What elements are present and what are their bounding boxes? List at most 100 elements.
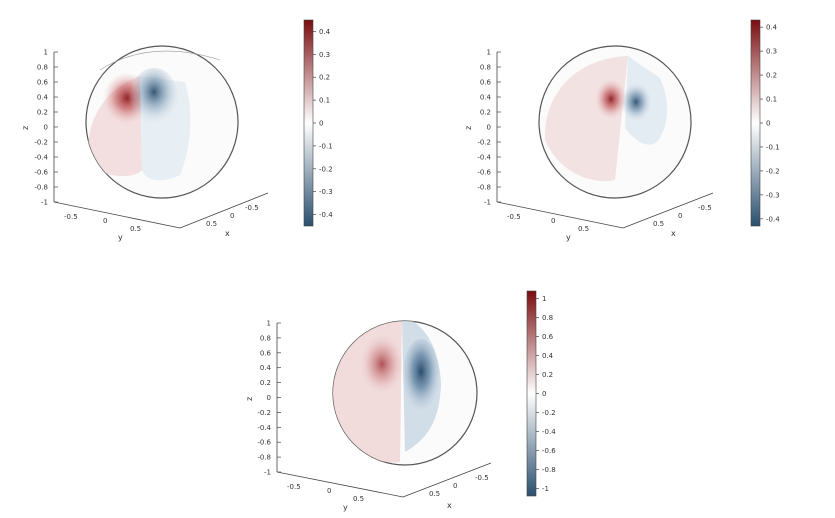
z-tick-label: 0: [44, 124, 48, 132]
sphere-plot-2: -1 -0.8 -0.6 -0.4 -0.2 0 0.2 0.4 0.6 0.8 1 z -0.5 …: [464, 19, 780, 242]
colorbar-tick-label: 0.1: [766, 96, 777, 104]
z-tick-label: 0: [487, 124, 491, 132]
z-axis: -1 -0.8 -0.6 -0.4 -0.2 0 0.2 0.4 0.6 0.8 1 z: [245, 320, 281, 477]
z-tick-label: 0.6: [37, 79, 49, 87]
y-axis-label: y: [343, 503, 348, 512]
colorbar-tick-label: 0.2: [542, 371, 553, 379]
z-tick-label: -1: [41, 199, 48, 207]
colorbar-tick-label: -0.3: [766, 191, 780, 199]
y-tick: 0.5: [353, 495, 364, 503]
x-tick: 0.5: [653, 220, 664, 228]
x-axis: -0.5 0 0.5 x: [179, 192, 269, 238]
sphere-surface: [332, 320, 478, 466]
x-tick: -0.5: [698, 204, 712, 212]
colorbar: 0.4 0.3 0.2 0.1 0 -0.1 -0.2 -0.3 -0.4: [303, 19, 333, 227]
colorbar-tick-label: -0.1: [766, 143, 780, 151]
z-tick-label: -1: [264, 469, 271, 477]
z-tick-label: 0.4: [260, 364, 272, 372]
x-tick: -0.5: [245, 204, 259, 212]
z-tick-label: -0.2: [34, 139, 48, 147]
colorbar-tick-label: -0.8: [542, 466, 556, 474]
x-axis-label: x: [447, 501, 452, 510]
z-tick-label: -0.2: [257, 409, 271, 417]
z-tick-label: -0.8: [34, 184, 48, 192]
z-tick-label: -0.6: [257, 439, 271, 447]
colorbar-tick-label: 0.2: [319, 74, 330, 82]
x-axis: -0.5 0 0.5 x: [622, 192, 714, 238]
z-tick-label: 1: [487, 49, 491, 57]
colorbar: 0.4 0.3 0.2 0.1 0 -0.1 -0.2 -0.3 -0.4: [750, 19, 780, 227]
y-tick: 0.5: [130, 225, 141, 233]
colorbar-tick-label: 0: [319, 120, 323, 128]
colorbar-tick-label: 0.4: [766, 24, 778, 32]
y-tick: -0.5: [287, 483, 301, 491]
sphere-surface: [538, 45, 692, 199]
y-tick: -0.5: [507, 213, 521, 221]
z-tick-label: 0.4: [480, 94, 492, 102]
colorbar-tick-label: -0.1: [319, 142, 333, 150]
x-tick: 0.5: [206, 220, 217, 228]
colorbar-tick-label: 0.8: [542, 314, 553, 322]
colorbar: 1 0.8 0.6 0.4 0.2 0 -0.2 -0.4 -0.6 -0.8 -1: [526, 290, 556, 497]
colorbar-tick-label: 0.1: [319, 97, 330, 105]
x-tick: -0.5: [475, 474, 489, 482]
colorbar-tick-label: 0.4: [542, 352, 554, 360]
colorbar-tick-label: 0: [542, 390, 546, 398]
colorbar-tick-label: 0: [766, 120, 770, 128]
y-tick: 0: [551, 217, 555, 225]
z-tick-label: -0.4: [477, 154, 491, 162]
y-axis-label: y: [118, 233, 123, 242]
z-tick-label: -1: [484, 199, 491, 207]
y-axis: -0.5 0 0.5 y: [276, 471, 404, 512]
z-axis-label: z: [464, 126, 473, 130]
z-tick-label: -0.8: [257, 454, 271, 462]
z-tick-label: -0.8: [477, 184, 491, 192]
colorbar-tick-label: -1: [542, 485, 549, 493]
colorbar-tick-label: -0.6: [542, 447, 556, 455]
x-tick: 0.5: [429, 490, 440, 498]
colorbar-tick-label: 0.6: [542, 333, 554, 341]
colorbar-tick-label: -0.4: [319, 211, 333, 219]
z-tick-label: 0.6: [260, 349, 272, 357]
z-axis: -1 -0.8 -0.6 -0.4 -0.2 0 0.2 0.4 0.6 0.8 1 z: [464, 49, 501, 207]
z-tick-label: 1: [267, 320, 271, 328]
y-axis: -0.5 0 0.5 y: [53, 201, 181, 242]
z-tick-label: 0.6: [480, 79, 492, 87]
x-axis-label: x: [225, 229, 230, 238]
y-axis-label: y: [566, 233, 571, 242]
z-tick-label: -0.4: [257, 424, 271, 432]
y-tick: -0.5: [64, 213, 78, 221]
colorbar-tick-label: -0.4: [766, 215, 780, 223]
z-axis-label: z: [21, 126, 30, 130]
colorbar-tick-label: -0.2: [766, 167, 780, 175]
y-tick: 0: [103, 217, 107, 225]
colorbar-tick-label: -0.2: [542, 409, 556, 417]
z-tick-label: 0: [267, 394, 271, 402]
colorbar-tick-label: 0.3: [319, 51, 330, 59]
z-tick-label: -0.2: [477, 139, 491, 147]
z-tick-label: 0.4: [37, 94, 49, 102]
colorbar-tick-label: 0.4: [319, 28, 331, 36]
colorbar-tick-label: 1: [542, 295, 546, 303]
z-tick-label: 1: [44, 49, 48, 57]
y-axis: -0.5 0 0.5 y: [496, 201, 624, 242]
colorbar-tick-label: -0.3: [319, 188, 333, 196]
z-tick-label: -0.4: [34, 154, 48, 162]
z-axis: -1 -0.8 -0.6 -0.4 -0.2 0 0.2 0.4 0.6 0.8 1 z: [21, 49, 58, 207]
y-tick: 0.5: [578, 225, 589, 233]
y-tick: 0: [327, 487, 331, 495]
x-tick: 0: [678, 212, 682, 220]
x-tick: 0: [230, 212, 234, 220]
sphere-plot-1: -1 -0.8 -0.6 -0.4 -0.2 0 0.2 0.4 0.6 0.8 1 z -0.5 …: [21, 19, 333, 242]
z-tick-label: 0.2: [480, 109, 491, 117]
x-axis-label: x: [671, 229, 676, 238]
z-tick-label: 0.2: [260, 379, 271, 387]
z-tick-label: 0.8: [260, 334, 271, 342]
z-tick-label: 0.8: [37, 64, 48, 72]
colorbar-tick-label: 0.2: [766, 72, 777, 80]
colorbar-tick-label: 0.3: [766, 48, 777, 56]
sphere-plot-3: -1 -0.8 -0.6 -0.4 -0.2 0 0.2 0.4 0.6 0.8 1 z -0.5 …: [245, 290, 556, 512]
x-axis: -0.5 0 0.5 x: [402, 462, 492, 510]
z-tick-label: 0.2: [37, 109, 48, 117]
z-tick-label: -0.6: [477, 169, 491, 177]
